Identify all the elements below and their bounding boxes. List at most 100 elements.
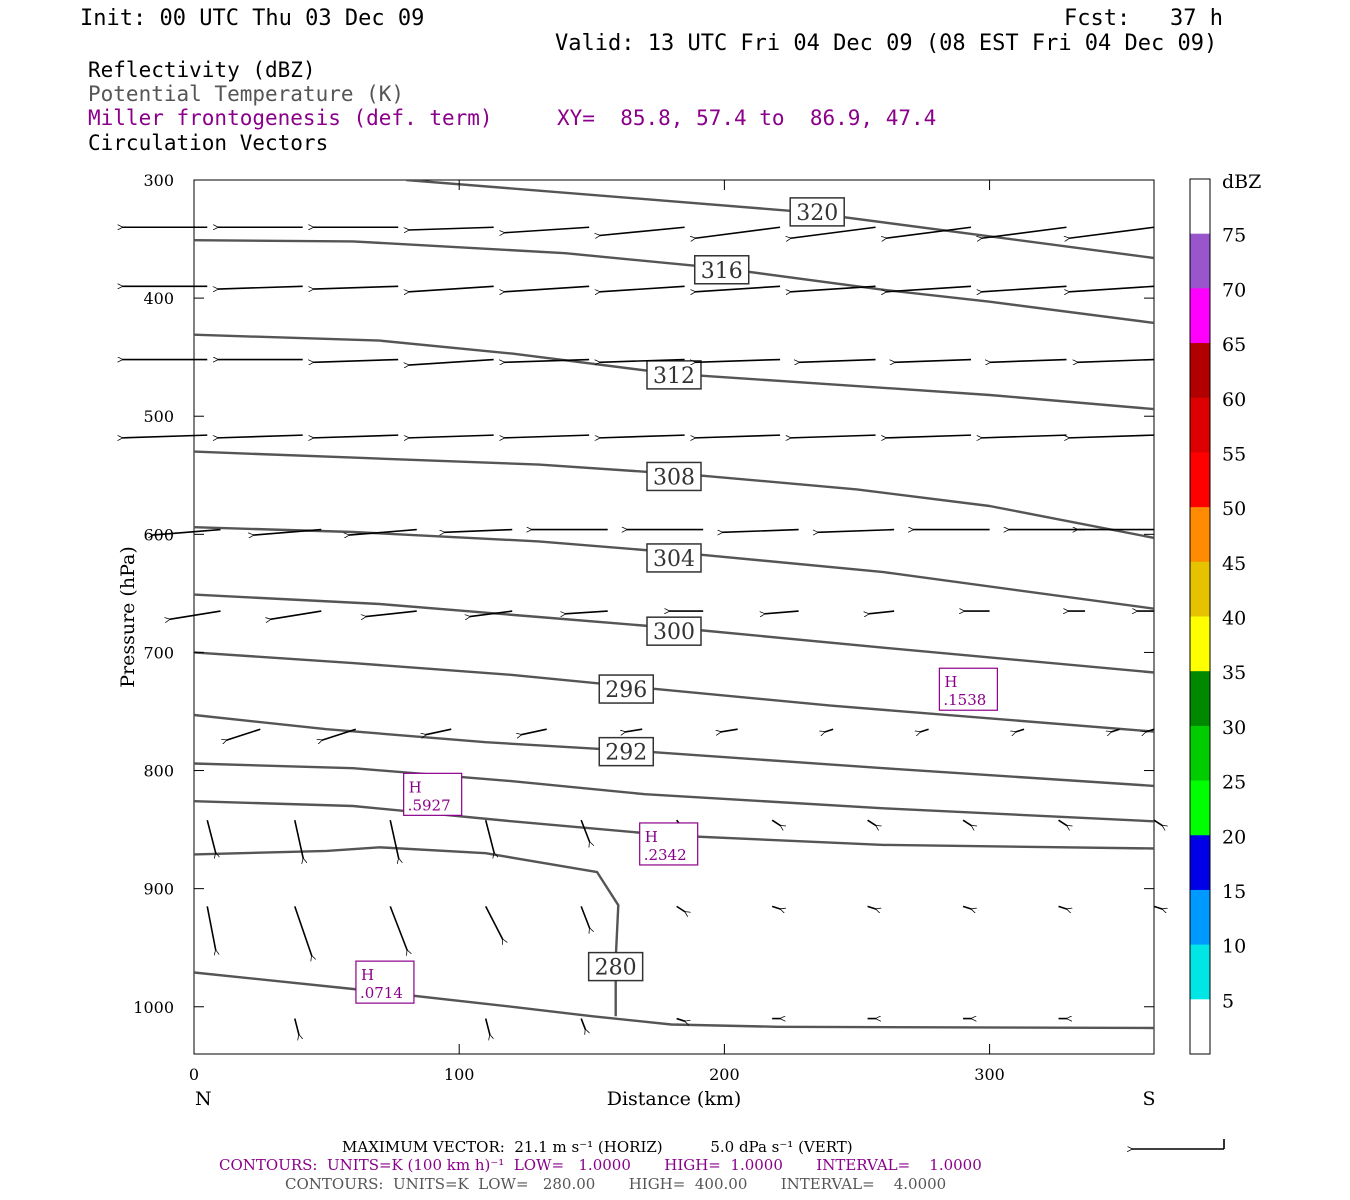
circulation-vector xyxy=(869,610,895,614)
circulation-vector xyxy=(504,434,590,438)
theta-label: 316 xyxy=(701,259,743,284)
x-axis-left-end: N xyxy=(195,1088,212,1110)
fronto-high-box xyxy=(403,772,463,816)
circulation-vector xyxy=(886,226,972,238)
colorbar-tick-label: 10 xyxy=(1222,936,1246,958)
circulation-vector xyxy=(867,905,877,909)
circulation-vector xyxy=(920,728,929,732)
circulation-vector xyxy=(485,905,503,939)
circulation-vector xyxy=(818,528,895,533)
circulation-vector xyxy=(504,285,590,292)
circulation-vector xyxy=(580,819,590,842)
circulation-vector xyxy=(695,434,781,438)
circulation-vector xyxy=(1153,905,1163,909)
circulation-vector xyxy=(981,285,1067,292)
fronto-high-value: .0714 xyxy=(360,984,403,1002)
circulation-vector xyxy=(721,728,738,732)
circulation-vector xyxy=(226,728,261,740)
y-tick-label: 900 xyxy=(143,880,174,899)
colorbar-tick-label: 65 xyxy=(1222,334,1246,356)
circulation-vector xyxy=(218,285,303,289)
theta-lines xyxy=(194,180,1154,1030)
circulation-vector xyxy=(389,819,399,859)
plot-frame xyxy=(193,179,1155,1055)
circulation-vectors xyxy=(122,227,1162,1035)
theta-label-box xyxy=(646,461,702,492)
circulation-vector xyxy=(313,358,399,363)
circulation-vector xyxy=(349,528,417,536)
circulation-vector xyxy=(886,434,972,438)
circulation-vector xyxy=(206,906,216,950)
fronto-high-label: H xyxy=(361,966,374,984)
circulation-vector xyxy=(981,434,1067,438)
circulation-vector xyxy=(580,906,590,928)
theta-label-box xyxy=(646,543,702,573)
circulation-vector xyxy=(1153,819,1163,826)
circulation-vector xyxy=(409,285,494,292)
fronto-high-label: H xyxy=(645,828,658,846)
circulation-vector xyxy=(218,434,303,438)
theta-label-box xyxy=(598,736,655,767)
fronto-high-value: .5927 xyxy=(408,796,451,814)
circulation-vector xyxy=(886,285,972,292)
theta-line-304 xyxy=(194,526,1154,610)
colorbar-frame xyxy=(1189,178,1211,1055)
x-tick-label: 200 xyxy=(709,1065,740,1084)
colorbar-segment xyxy=(1190,561,1210,617)
colorbar-tick-label: 60 xyxy=(1222,389,1246,411)
theta-contours: 320 316 312 308 304 300 296 292 280 xyxy=(194,180,1154,1030)
circulation-vector xyxy=(791,226,876,238)
circulation-vector xyxy=(825,728,834,732)
theta-label-box xyxy=(646,616,702,646)
colorbar-tick-label: 50 xyxy=(1222,498,1246,520)
colorbar-tick-label: 55 xyxy=(1222,443,1246,465)
circulation-vector xyxy=(695,358,781,363)
colorbar-label: dBZ xyxy=(1222,171,1261,193)
circulation-vector xyxy=(313,285,399,289)
circulation-vector xyxy=(293,819,304,859)
colorbar-tick-label: 75 xyxy=(1222,225,1246,247)
theta-label: 320 xyxy=(796,201,838,226)
theta-label: 300 xyxy=(653,620,695,645)
circulation-vector xyxy=(409,434,494,438)
colorbar-segment xyxy=(1190,835,1210,891)
colorbar-segment xyxy=(1190,233,1210,289)
colorbar-segment xyxy=(1190,179,1210,235)
x-tick-label: 0 xyxy=(189,1065,199,1084)
circulation-vector xyxy=(366,610,417,617)
colorbar-segment xyxy=(1190,288,1210,344)
colorbar-segment xyxy=(1190,671,1210,727)
theta-label: 280 xyxy=(595,956,637,981)
colorbar-tick-label: 35 xyxy=(1222,662,1246,684)
circulation-vector xyxy=(962,819,972,826)
theta-label-box xyxy=(646,360,702,390)
colorbar-tick-label: 45 xyxy=(1222,553,1246,575)
colorbar-tick-label: 5 xyxy=(1222,990,1234,1012)
circulation-vector xyxy=(322,728,357,740)
x-axis-right-end: S xyxy=(1142,1088,1155,1110)
circulation-vector xyxy=(389,906,407,950)
circulation-vector xyxy=(962,905,972,909)
cross-section-endpoints: XY= 85.8, 57.4 to 86.9, 47.4 xyxy=(557,106,937,130)
circulation-vector xyxy=(791,285,876,292)
y-tick-label: 800 xyxy=(143,762,174,781)
circulation-vector xyxy=(409,358,494,366)
circulation-vector xyxy=(799,358,876,363)
colorbar-segment xyxy=(1190,343,1210,399)
circulation-vector xyxy=(409,226,494,230)
circulation-vector xyxy=(771,905,781,909)
fronto-high-box xyxy=(639,822,699,866)
fronto-high-value: .1538 xyxy=(943,691,986,709)
circulation-vector xyxy=(293,1018,299,1036)
circulation-vector xyxy=(895,358,972,363)
x-tick-label: 100 xyxy=(444,1065,475,1084)
colorbar-segment xyxy=(1190,889,1210,946)
circulation-vector xyxy=(253,528,322,536)
y-tick-label: 600 xyxy=(143,525,174,544)
circulation-vector xyxy=(1058,819,1068,826)
y-tick-label: 700 xyxy=(143,643,174,662)
colorbar-segment xyxy=(1190,999,1210,1055)
circulation-vector xyxy=(695,226,781,238)
